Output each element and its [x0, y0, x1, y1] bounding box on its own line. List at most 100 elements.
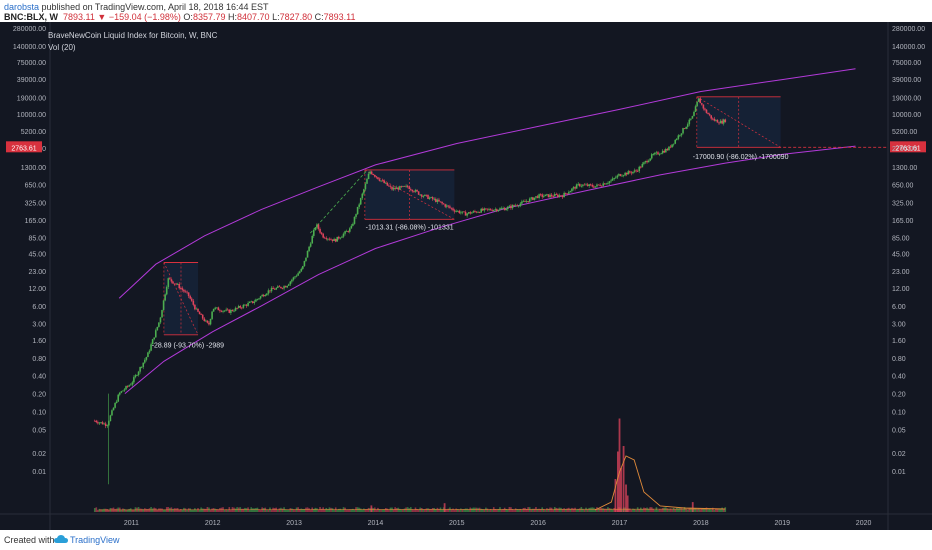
volume-bar	[655, 507, 658, 512]
candle-body	[359, 198, 362, 205]
volume-bar	[289, 508, 292, 512]
volume-bar	[234, 508, 237, 512]
candle-body	[478, 212, 481, 213]
candle-body	[100, 422, 102, 424]
volume-bar	[563, 508, 565, 512]
volume-ma-baseline	[98, 508, 726, 511]
candle-body	[564, 192, 567, 194]
candle-body	[550, 194, 553, 197]
candle-body	[436, 199, 439, 202]
volume-bar	[198, 509, 201, 512]
y-tick-label-right: 140000.00	[892, 44, 925, 51]
gridlines	[0, 22, 932, 530]
candle-body	[201, 314, 204, 319]
candle-body	[391, 187, 393, 190]
volume-bar	[317, 509, 320, 512]
volume-bar	[594, 508, 597, 512]
candle-body	[358, 204, 360, 207]
candle-body	[475, 211, 478, 213]
candle-body	[118, 392, 121, 395]
candle-body	[126, 386, 129, 387]
ohlc-bar: BNC:BLX, W 7893.11 ▼ −159.04 (−1.98%) O:…	[4, 12, 356, 22]
candle-body	[610, 180, 612, 182]
candle-body	[641, 163, 644, 168]
candle-body	[388, 185, 390, 187]
volume-bar	[156, 509, 159, 512]
candle-body	[491, 210, 493, 212]
volume-bar	[571, 507, 573, 512]
candle-body	[111, 410, 113, 416]
candle-body	[140, 366, 143, 368]
volume-bar	[701, 509, 703, 512]
volume-bar	[544, 509, 547, 512]
volume-bar	[364, 509, 367, 512]
candle-body	[519, 203, 522, 206]
candle-body	[688, 119, 691, 125]
volume-bar	[657, 509, 659, 512]
candle-body	[222, 310, 224, 312]
volume-bar	[533, 508, 536, 512]
candle-body	[507, 206, 509, 210]
candle-body	[483, 208, 486, 211]
candle-body	[234, 307, 237, 311]
chart-area[interactable]: 280000.00 140000.00 75000.00 39000.00 19000.…	[0, 22, 932, 530]
candle-body	[488, 209, 490, 210]
candle-body	[131, 382, 134, 385]
candle-body	[516, 205, 518, 207]
volume-bar	[325, 507, 328, 512]
candle-body	[665, 148, 667, 153]
volume-bar	[339, 508, 342, 512]
candle-body	[298, 271, 301, 274]
candle-body	[372, 174, 375, 176]
candle-body	[635, 170, 637, 172]
candle-body	[103, 423, 105, 425]
candle-body	[704, 108, 706, 110]
candle-body	[508, 205, 511, 207]
y-tick-label-left: 45.00	[28, 252, 46, 259]
volume-bar	[658, 509, 661, 512]
volume-bar	[253, 508, 256, 512]
low-value: 7827.80	[279, 12, 313, 22]
candle-body	[327, 238, 329, 240]
candle-body	[715, 119, 717, 121]
volume-bar	[633, 509, 636, 512]
volume-bar	[478, 507, 481, 512]
candle-body	[582, 184, 584, 186]
volume-bar	[380, 509, 382, 512]
candle-body	[187, 292, 190, 297]
chart-svg[interactable]: 280000.00 140000.00 75000.00 39000.00 19000.…	[0, 22, 932, 530]
candle-body	[521, 201, 523, 204]
volume-bar	[511, 509, 514, 512]
candle-body	[499, 208, 501, 210]
candle-body	[184, 291, 187, 293]
price-change: −159.04 (−1.98%)	[108, 12, 181, 22]
candle-body	[532, 197, 534, 200]
volume-bar	[455, 508, 457, 512]
volume-bar	[458, 509, 461, 512]
volume-bar	[608, 508, 611, 512]
volume-bar	[97, 509, 99, 512]
candle-body	[133, 377, 135, 383]
candle-body	[496, 209, 498, 211]
author-link[interactable]: darobsta	[4, 2, 40, 12]
candle-body	[644, 161, 647, 163]
tradingview-brand[interactable]: TradingView	[70, 535, 120, 545]
candle-body	[439, 201, 442, 203]
log-curves	[118, 68, 856, 394]
candle-body	[142, 362, 145, 367]
x-tick-label: 2015	[449, 520, 465, 527]
volume-bar	[500, 509, 503, 512]
volume-bar	[308, 508, 310, 512]
candle-body	[106, 425, 109, 427]
volume-bar	[151, 508, 154, 512]
y-tick-label-right: 2700.00	[892, 146, 917, 153]
volume-bar	[666, 508, 669, 512]
publish-info: published on TradingView.com, April 18, …	[41, 2, 269, 12]
candle-body	[339, 237, 342, 239]
volume-bar	[347, 509, 350, 512]
volume-bar	[650, 507, 653, 512]
candle-body	[356, 206, 359, 215]
candle-body	[242, 304, 245, 308]
candle-body	[251, 301, 254, 303]
volume-bar	[491, 509, 493, 512]
